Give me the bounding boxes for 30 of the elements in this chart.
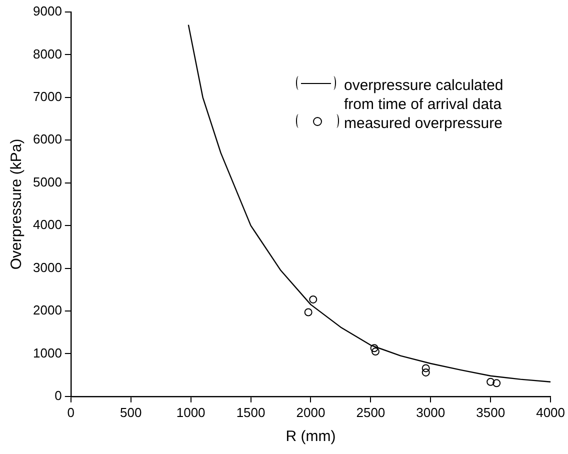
y-tick-label: 3000 bbox=[33, 260, 62, 275]
y-tick-label: 8000 bbox=[33, 46, 62, 62]
y-tick-label: 5000 bbox=[33, 174, 62, 190]
y-tick-label: 9000 bbox=[33, 4, 62, 19]
x-axis-title: R (mm) bbox=[286, 428, 336, 446]
point bbox=[422, 364, 430, 372]
x-tick-label: 1500 bbox=[236, 404, 266, 420]
point bbox=[492, 379, 501, 388]
point bbox=[370, 344, 378, 352]
y-tick-label: 4000 bbox=[33, 217, 62, 232]
x-tick-label: 2000 bbox=[296, 404, 326, 420]
y-tick-label: 6000 bbox=[33, 132, 62, 147]
x-tick-label: 2500 bbox=[356, 404, 386, 420]
y-tick-label: 7000 bbox=[33, 89, 62, 104]
y-tick-label: 0 bbox=[54, 388, 62, 403]
point bbox=[422, 368, 430, 376]
point bbox=[309, 295, 318, 304]
x-tick-label: 3000 bbox=[416, 404, 446, 420]
legend-label: measured overpressure bbox=[344, 114, 504, 133]
x-tick-label: 4000 bbox=[536, 404, 565, 420]
y-tick-label: 1000 bbox=[33, 345, 62, 360]
x-tick-label: 500 bbox=[120, 404, 142, 420]
point bbox=[486, 378, 495, 386]
point bbox=[304, 308, 312, 316]
x-tick-label: 0 bbox=[67, 404, 75, 420]
x-tick-label: 3500 bbox=[476, 404, 506, 420]
y-axis-title: Overpressure (kPa) bbox=[8, 138, 26, 270]
y-tick-label: 2000 bbox=[33, 302, 62, 318]
x-tick-label: 1000 bbox=[176, 404, 206, 420]
point bbox=[371, 348, 380, 356]
